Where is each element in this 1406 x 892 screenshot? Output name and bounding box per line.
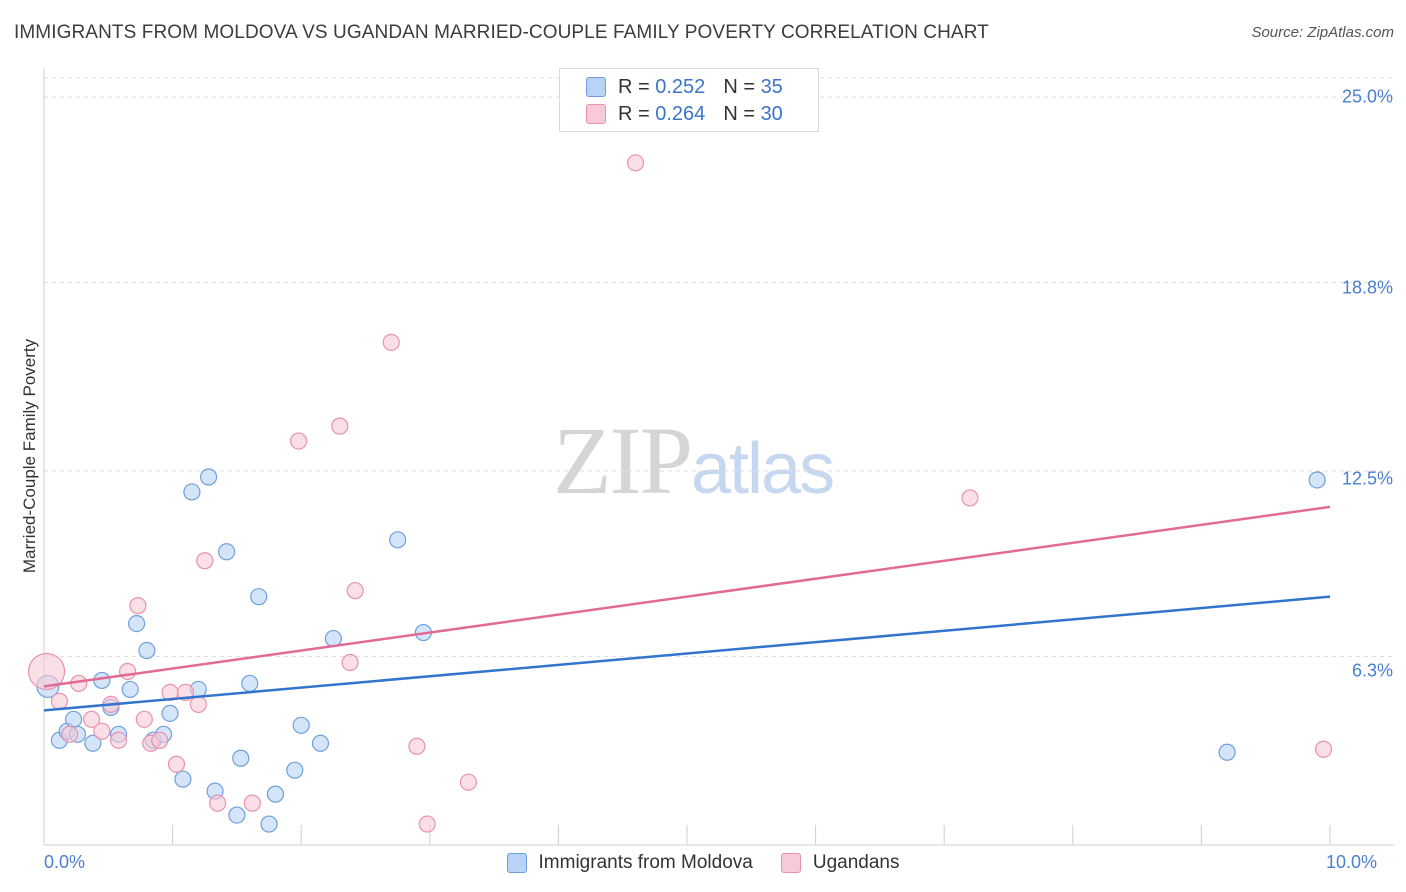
uganda-point — [209, 794, 227, 812]
legend-row-moldova: R = 0.252 N = 35 — [586, 75, 783, 99]
moldova-point — [228, 806, 246, 824]
source-label: Source: ZipAtlas.com — [1251, 24, 1394, 41]
moldova-point — [260, 815, 278, 833]
legend-item-moldova: Immigrants from Moldova — [506, 852, 753, 874]
moldova-trend-line — [43, 595, 1331, 712]
legend-row-uganda: R = 0.264 N = 30 — [586, 102, 783, 126]
watermark-zip: ZIP — [553, 407, 693, 514]
x-tick-label: 10.0% — [1326, 852, 1378, 872]
watermark: ZIPatlas — [553, 405, 835, 516]
uganda-point — [408, 737, 426, 755]
uganda-point — [961, 489, 979, 507]
uganda-point — [93, 722, 111, 740]
series-legend: Immigrants from Moldova Ugandans — [0, 852, 1406, 874]
legend-item-uganda: Ugandans — [780, 852, 900, 874]
x-tick-label: 0.0% — [44, 852, 86, 872]
uganda-point — [626, 154, 645, 172]
uganda-point — [459, 773, 477, 791]
correlation-legend: R = 0.252 N = 35 R = 0.264 N = 30 — [559, 68, 819, 132]
moldova-point — [250, 588, 268, 606]
moldova-point — [1218, 743, 1236, 761]
legend-r-label: R = — [618, 75, 650, 98]
uganda-point — [151, 731, 169, 749]
chart-title: IMMIGRANTS FROM MOLDOVA VS UGANDAN MARRI… — [14, 22, 989, 43]
uganda-point — [290, 432, 308, 450]
legend-n-value: 30 — [760, 102, 783, 125]
legend-n-label: N = — [723, 75, 755, 98]
moldova-point — [232, 749, 250, 767]
watermark-atlas: atlas — [691, 429, 835, 509]
uganda-point — [331, 417, 349, 435]
uganda-point — [27, 652, 66, 691]
moldova-point — [286, 761, 304, 779]
y-tick-label: 12.5% — [1341, 468, 1393, 489]
moldova-point — [138, 641, 156, 660]
uganda-swatch — [586, 104, 606, 124]
moldova-point — [241, 674, 259, 693]
y-tick-label: 6.3% — [1351, 660, 1393, 681]
uganda-point — [418, 815, 436, 833]
uganda-point — [61, 725, 79, 743]
legend-r-value: 0.264 — [655, 102, 706, 125]
moldova-point — [64, 710, 83, 728]
moldova-point — [121, 680, 139, 699]
moldova-point — [84, 734, 102, 752]
uganda-point — [243, 794, 261, 812]
legend-r-label: R = — [618, 102, 650, 125]
uganda-point — [135, 710, 153, 728]
uganda-point — [346, 582, 364, 600]
uganda-point — [196, 552, 214, 570]
uganda-point — [167, 755, 186, 773]
moldova-point — [292, 716, 310, 734]
legend-label-moldova: Immigrants from Moldova — [538, 852, 753, 873]
y-axis-label: Married-Couple Family Poverty — [20, 338, 39, 574]
legend-label-uganda: Ugandans — [812, 852, 900, 873]
uganda-point — [189, 695, 207, 713]
uganda-point — [129, 597, 147, 615]
uganda-point — [50, 692, 69, 710]
legend-r-value: 0.252 — [655, 75, 706, 98]
y-tick-label: 18.8% — [1341, 277, 1393, 298]
moldova-point — [93, 671, 111, 690]
y-tick-label: 25.0% — [1341, 86, 1393, 107]
uganda-point — [109, 731, 128, 749]
moldova-point — [1308, 471, 1326, 489]
moldova-point — [161, 704, 179, 722]
uganda-trend-line — [43, 505, 1331, 688]
uganda-point — [1314, 740, 1333, 758]
uganda-point — [341, 653, 359, 672]
moldova-point — [200, 468, 218, 486]
moldova-legend-swatch — [506, 853, 527, 873]
uganda-point — [118, 662, 137, 681]
legend-n-value: 35 — [760, 75, 783, 98]
moldova-point — [311, 734, 330, 752]
uganda-legend-swatch — [780, 853, 801, 873]
uganda-point — [82, 710, 101, 728]
moldova-point — [127, 614, 146, 633]
legend-n-label: N = — [723, 102, 755, 125]
moldova-point — [389, 531, 407, 549]
moldova-point — [266, 785, 285, 803]
moldova-swatch — [586, 77, 606, 97]
moldova-point — [174, 770, 192, 788]
moldova-point — [183, 483, 201, 501]
moldova-point — [218, 543, 236, 561]
uganda-point — [382, 333, 400, 351]
